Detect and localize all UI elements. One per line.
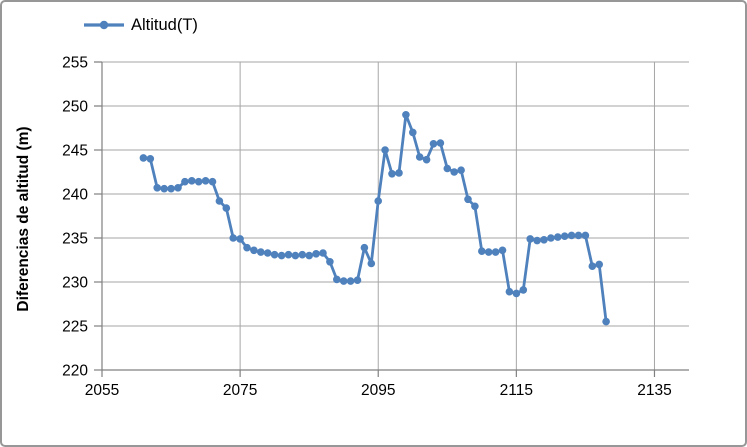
x-tick-label: 2055: [85, 382, 119, 399]
data-point-marker: [298, 250, 307, 259]
data-point-marker: [360, 243, 369, 252]
data-point-marker: [560, 232, 569, 240]
data-point-marker: [339, 277, 348, 285]
data-point-marker: [374, 197, 383, 205]
data-point-marker: [602, 317, 610, 326]
data-point-marker: [471, 202, 479, 211]
data-point-marker: [181, 177, 189, 186]
series-line: [141, 113, 608, 324]
data-point-marker: [478, 247, 486, 255]
data-point-marker: [415, 153, 424, 161]
data-point-marker: [236, 235, 244, 243]
axes: [94, 61, 689, 377]
data-point-marker: [270, 250, 279, 259]
data-point-marker: [588, 262, 597, 271]
data-point-marker: [367, 259, 376, 268]
data-point-marker: [319, 249, 327, 257]
data-point-marker: [263, 249, 272, 257]
data-point-marker: [291, 251, 300, 260]
data-point-marker: [250, 246, 258, 255]
data-point-marker: [188, 177, 196, 185]
data-point-marker: [533, 236, 541, 245]
data-point-marker: [174, 184, 182, 192]
y-tick-label: 230: [62, 275, 88, 292]
data-point-marker: [547, 234, 555, 242]
y-tick-label: 235: [62, 231, 88, 248]
data-point-marker: [512, 289, 521, 298]
data-point-marker: [208, 177, 217, 186]
data-point-marker: [346, 277, 355, 285]
data-point-marker: [484, 248, 493, 256]
data-point-marker: [257, 248, 265, 256]
altitud-series: [139, 111, 610, 326]
data-point-marker: [243, 243, 251, 252]
data-point-marker: [491, 248, 500, 256]
y-tick-label: 225: [62, 319, 88, 336]
data-point-marker: [519, 286, 528, 294]
data-point-marker: [305, 251, 314, 260]
data-point-marker: [574, 231, 583, 240]
y-tick-label: 240: [62, 187, 88, 204]
legend: Altitud(T): [84, 14, 198, 36]
data-point-marker: [153, 184, 161, 192]
data-point-marker: [353, 276, 362, 285]
data-point-marker: [595, 260, 603, 269]
data-point-marker: [581, 231, 590, 240]
gridlines: [102, 61, 689, 370]
data-point-marker: [312, 250, 320, 258]
data-point-marker: [139, 154, 148, 162]
data-point-marker: [229, 234, 237, 242]
x-tick-label: 2095: [361, 382, 395, 399]
data-point-marker: [277, 251, 286, 260]
data-point-marker: [422, 155, 431, 164]
data-point-marker: [381, 146, 389, 154]
data-point-marker: [498, 246, 507, 255]
data-point-marker: [443, 164, 452, 173]
data-point-marker: [409, 128, 417, 137]
tick-labels: 220 225 230 235 240 245 250 255 2055 2075 2095 2115…: [62, 55, 672, 400]
data-point-marker: [284, 250, 293, 259]
data-point-marker: [554, 233, 562, 241]
data-point-marker: [146, 155, 155, 163]
legend-line-marker-icon: [84, 20, 124, 30]
data-point-marker: [540, 236, 548, 244]
data-point-marker: [505, 287, 514, 296]
data-point-marker: [567, 231, 576, 240]
data-point-marker: [457, 166, 465, 174]
data-point-marker: [326, 258, 334, 266]
y-tick-label: 245: [62, 143, 88, 160]
y-tick-label: 255: [62, 55, 88, 72]
data-point-marker: [333, 275, 341, 284]
data-point-marker: [167, 184, 175, 193]
legend-label: Altitud(T): [131, 16, 198, 34]
data-point-marker: [395, 169, 403, 177]
x-tick-label: 2135: [637, 382, 671, 399]
y-tick-label: 220: [62, 363, 88, 380]
y-tick-label: 250: [62, 99, 88, 116]
data-point-marker: [402, 111, 410, 119]
data-point-marker: [201, 177, 210, 185]
data-point-marker: [215, 197, 224, 205]
data-point-marker: [436, 139, 445, 147]
y-axis-title: Diferencias de altitud (m): [15, 126, 32, 312]
data-point-marker: [429, 140, 438, 148]
data-point-marker: [194, 177, 203, 186]
data-point-marker: [222, 204, 231, 212]
x-tick-label: 2115: [500, 382, 533, 399]
data-point-markers: [139, 111, 610, 326]
data-point-marker: [526, 235, 534, 243]
data-point-marker: [388, 170, 396, 178]
data-point-marker: [450, 168, 459, 176]
data-point-marker: [464, 195, 472, 204]
data-point-marker: [160, 184, 168, 193]
x-tick-label: 2075: [223, 382, 257, 399]
